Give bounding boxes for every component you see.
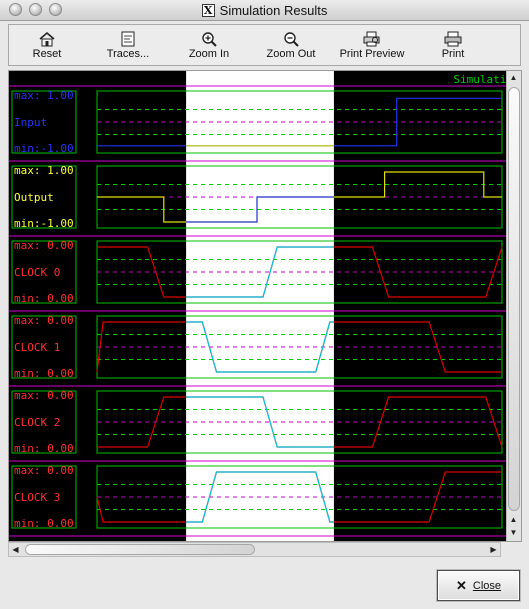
plot-header-text: Simulatio: [453, 73, 513, 86]
selection-region: [186, 71, 334, 541]
trace-name-label: Output: [14, 191, 54, 204]
trace-min-label: min: 0.00: [14, 292, 74, 305]
scroll-up-arrow-icon[interactable]: ▲: [509, 73, 518, 82]
horizontal-scroll-thumb[interactable]: [25, 544, 255, 555]
vertical-scrollbar[interactable]: ▲ ▲ ▼: [506, 71, 521, 541]
trace-waveform-selected: [186, 145, 334, 147]
window-title: Simulation Results: [219, 2, 328, 18]
trace-label-box: [11, 240, 77, 304]
trace-name-label: CLOCK 1: [14, 341, 60, 354]
trace-waveform-selected: [186, 321, 334, 373]
trace-label-box: [11, 390, 77, 454]
trace-waveform-selected: [186, 246, 334, 298]
scroll-left-arrow-icon[interactable]: ◀: [12, 545, 19, 554]
trace-max-label: max: 1.00: [14, 164, 74, 177]
trace-waveform-selected: [186, 196, 334, 223]
zoom-window-icon[interactable]: [49, 3, 62, 16]
trace-max-label: max: 1.00: [14, 89, 74, 102]
print-button[interactable]: Print: [433, 25, 473, 65]
print-button-label: Print: [441, 48, 465, 60]
home-icon: [39, 31, 55, 47]
vertical-scroll-thumb[interactable]: [508, 87, 520, 511]
close-x-icon: ✕: [455, 577, 467, 593]
trace-max-label: max: 0.00: [14, 389, 74, 402]
trace-min-label: min: 0.00: [14, 367, 74, 380]
reset-button[interactable]: Reset: [27, 25, 67, 65]
close-window-icon[interactable]: [9, 3, 22, 16]
scroll-up-arrow-icon-lower[interactable]: ▲: [509, 515, 518, 524]
scroll-right-arrow-icon[interactable]: ▶: [490, 545, 497, 554]
trace-min-label: min:-1.00: [14, 217, 74, 230]
title-bar: X Simulation Results: [0, 0, 529, 21]
minimize-window-icon[interactable]: [29, 3, 42, 16]
trace-name-label: Input: [14, 116, 47, 129]
zoom-in-icon: [202, 32, 217, 47]
reset-button-label: Reset: [32, 48, 62, 60]
trace-label-box: [11, 315, 77, 379]
trace-label-box: [11, 465, 77, 529]
traces-button-label: Traces...: [106, 48, 150, 60]
print-preview-button-label: Print Preview: [339, 48, 405, 60]
trace-min-label: min: 0.00: [14, 517, 74, 530]
trace-label-box: [11, 165, 77, 229]
close-button[interactable]: ✕ Close: [437, 570, 520, 601]
scroll-down-arrow-icon[interactable]: ▼: [509, 528, 518, 537]
trace-waveform-selected: [186, 471, 334, 523]
trace-min-label: min:-1.00: [14, 142, 74, 155]
traces-button[interactable]: Traces...: [101, 25, 155, 65]
trace-max-label: max: 0.00: [14, 314, 74, 327]
window-title-wrap: X Simulation Results: [0, 0, 529, 20]
print-preview-button[interactable]: Print Preview: [333, 25, 411, 65]
trace-name-label: CLOCK 2: [14, 416, 60, 429]
x11-icon: X: [201, 3, 215, 17]
simulation-plot-area[interactable]: Simulatio max: 1.00 Input min:-1.00 max: 1.0…: [8, 70, 522, 542]
trace-name-label: CLOCK 0: [14, 266, 60, 279]
waveform-plot[interactable]: Simulatio max: 1.00 Input min:-1.00 max: 1.0…: [9, 71, 521, 541]
trace-name-label: CLOCK 3: [14, 491, 60, 504]
zoom-out-icon: [284, 32, 299, 47]
traces-icon: [121, 31, 135, 47]
trace-max-label: max: 0.00: [14, 464, 74, 477]
trace-label-box: [11, 90, 77, 154]
print-preview-icon: [363, 31, 380, 47]
zoom-out-button-label: Zoom Out: [266, 48, 316, 60]
zoom-in-button-label: Zoom In: [188, 48, 230, 60]
toolbar: Reset Traces... Zoom In Zoom Out Pri: [8, 24, 521, 66]
printer-icon: [444, 31, 462, 47]
trace-max-label: max: 0.00: [14, 239, 74, 252]
zoom-in-button[interactable]: Zoom In: [181, 25, 237, 65]
horizontal-scrollbar[interactable]: ◀ ▶: [8, 542, 501, 557]
zoom-out-button[interactable]: Zoom Out: [259, 25, 323, 65]
trace-min-label: min: 0.00: [14, 442, 74, 455]
trace-waveform-selected: [186, 396, 334, 448]
close-button-label: Close: [472, 579, 502, 592]
